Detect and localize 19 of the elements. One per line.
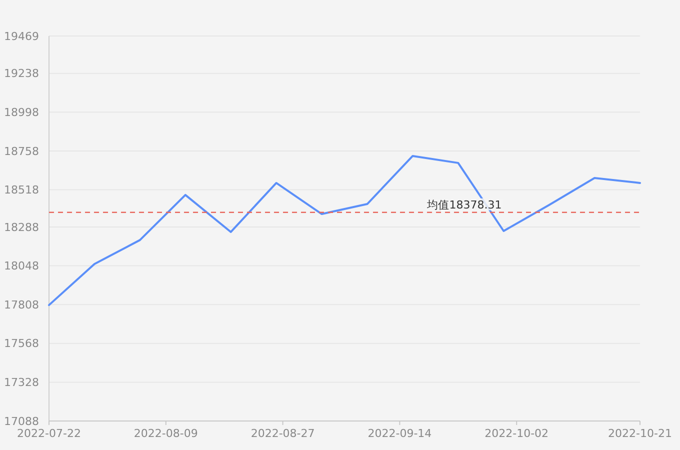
line-series xyxy=(48,154,641,306)
y-tick-label: 19469 xyxy=(4,30,39,43)
x-tick-label: 2022-10-21 xyxy=(608,427,672,440)
y-tick-label: 19238 xyxy=(4,67,39,80)
x-tick-label: 2022-07-22 xyxy=(17,427,81,440)
x-tick-label: 2022-10-02 xyxy=(484,427,549,440)
y-tick-label: 17088 xyxy=(4,414,39,428)
y-tick-label: 18518 xyxy=(4,184,39,197)
x-tick-label: 2022-08-27 xyxy=(250,427,315,440)
y-tick-label: 18048 xyxy=(4,260,39,273)
y-tick-label: 17568 xyxy=(4,337,39,350)
y-tick-label: 18758 xyxy=(4,144,39,158)
ref-line-label: 均值18378.31 xyxy=(426,198,502,212)
y-tick-label: 18288 xyxy=(4,220,39,234)
y-tick-label: 18998 xyxy=(4,106,39,120)
x-tick-label: 2022-08-09 xyxy=(134,427,198,440)
y-tick-label: 17808 xyxy=(4,298,39,312)
y-tick-label: 17328 xyxy=(4,376,39,390)
x-tick-label: 2022-09-14 xyxy=(368,427,432,440)
